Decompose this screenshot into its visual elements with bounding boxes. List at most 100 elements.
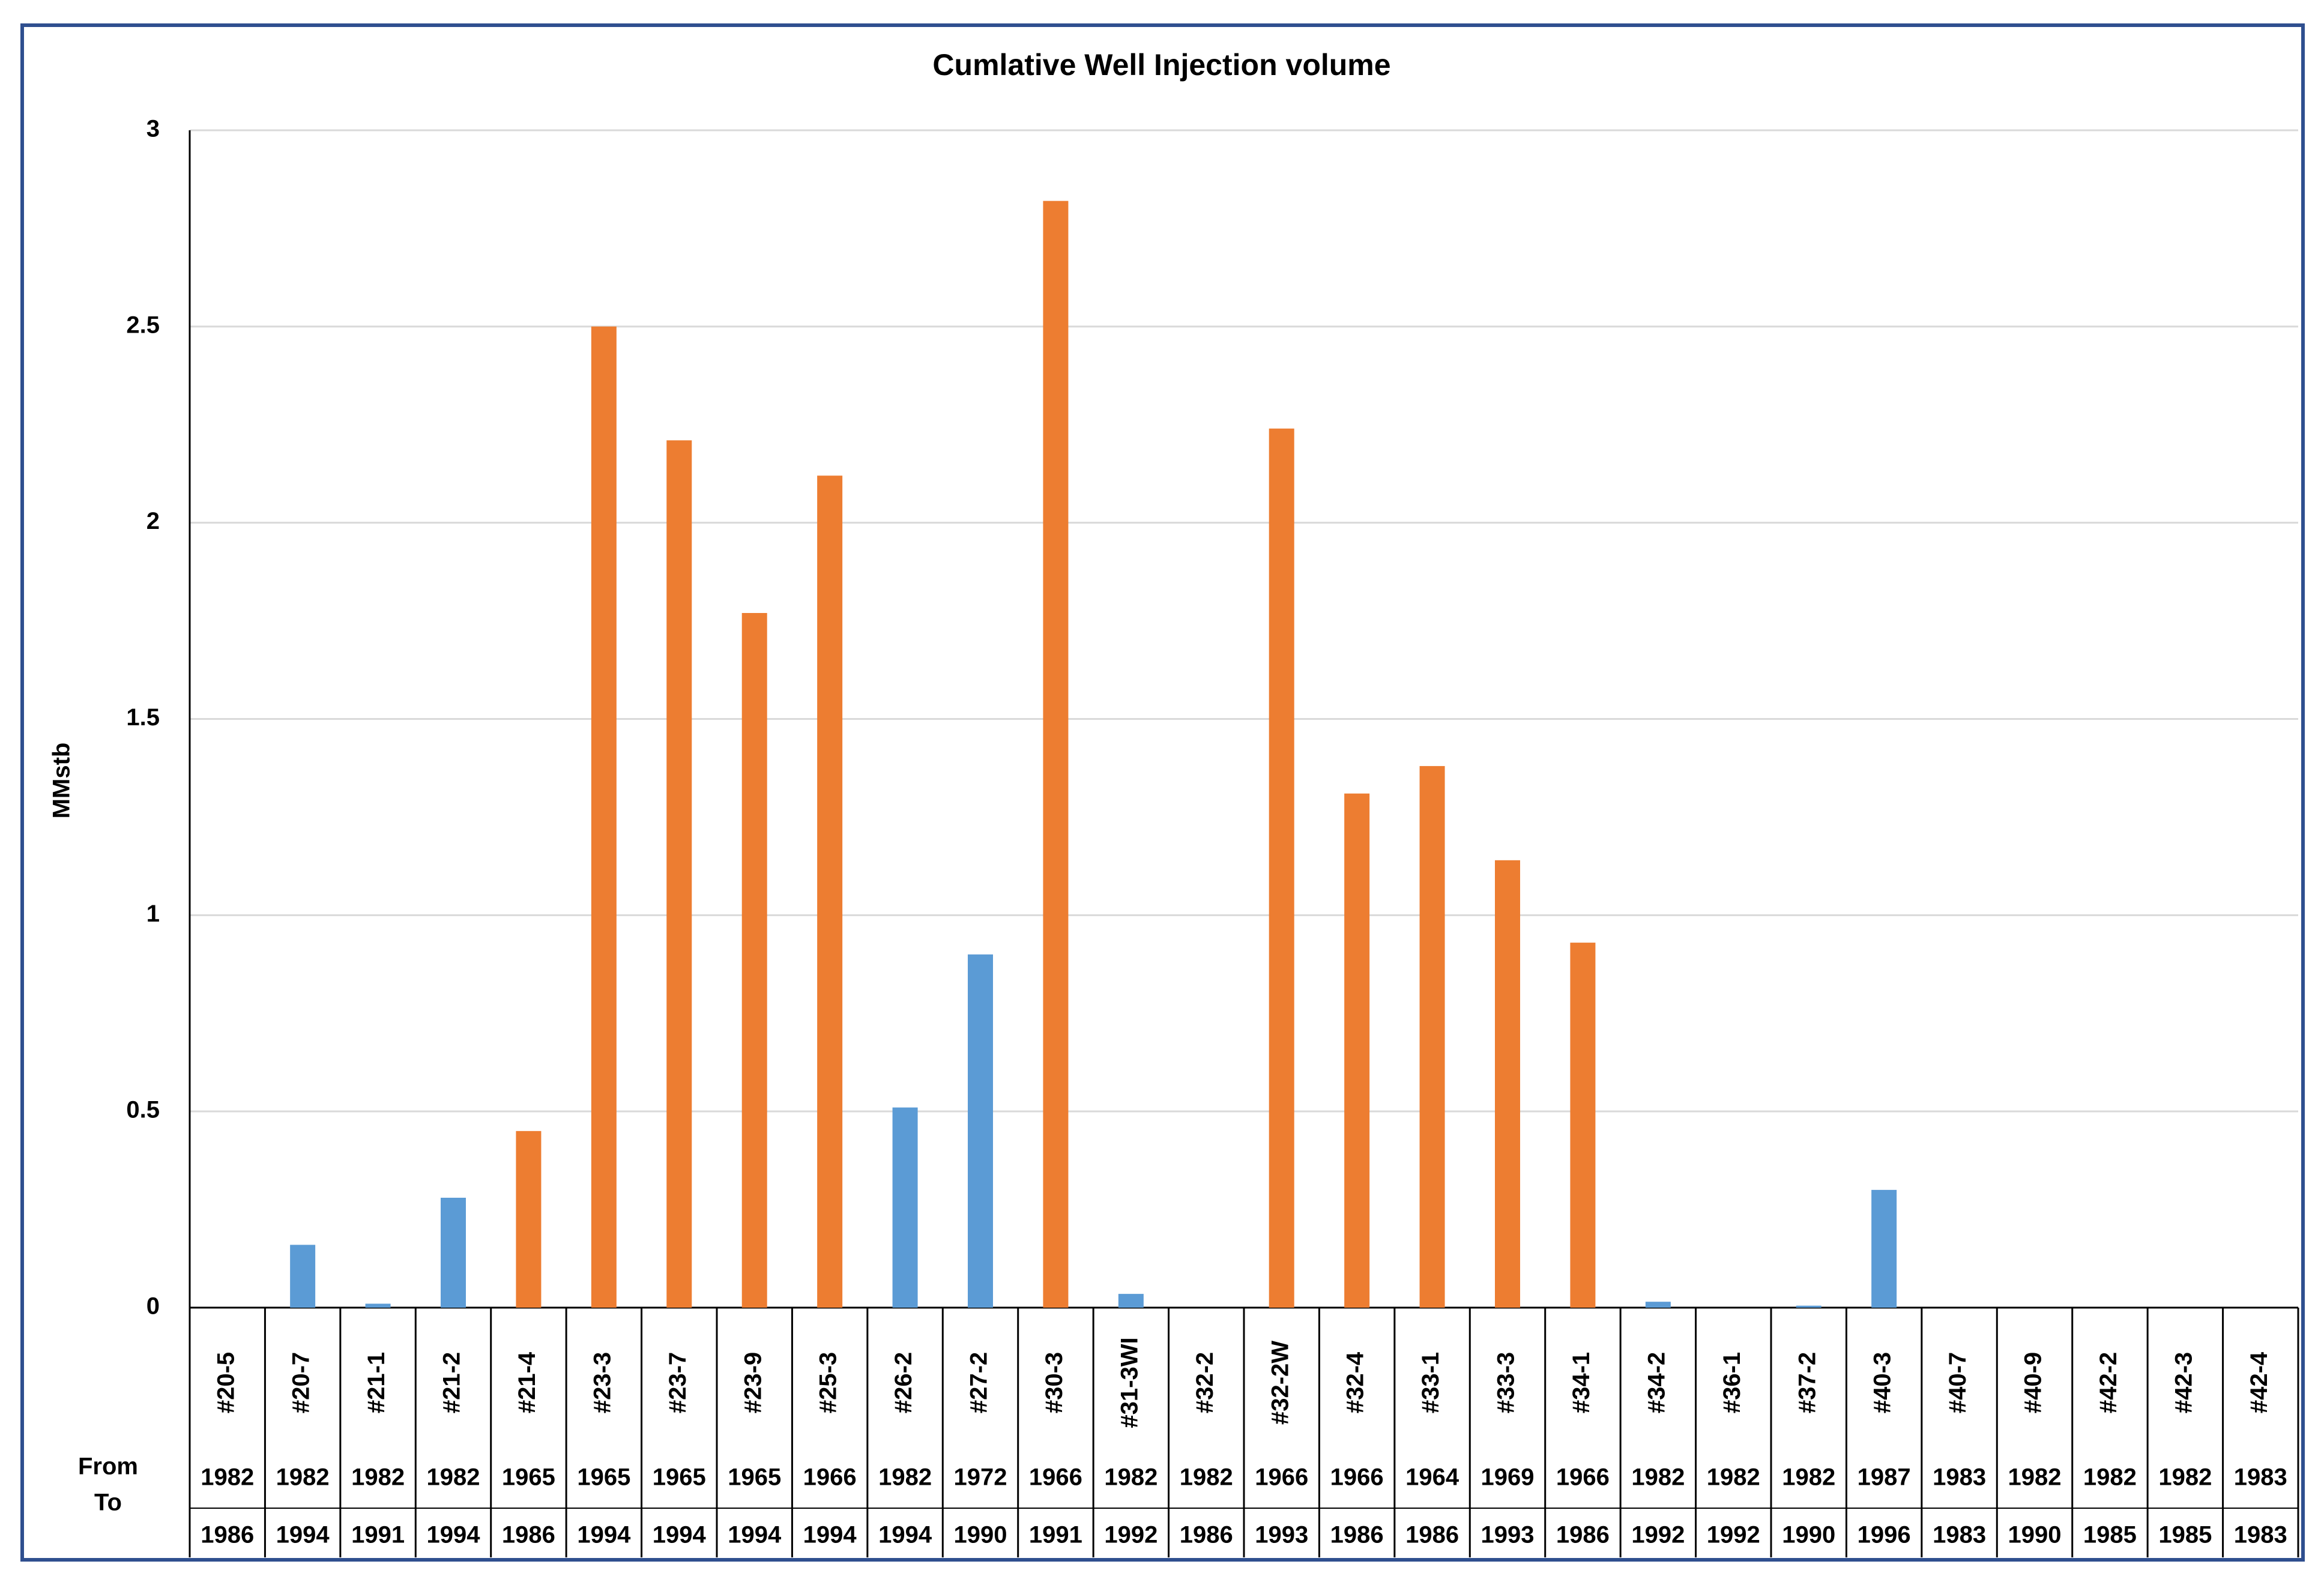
x-tick-label: #42-4 (2246, 1351, 2272, 1413)
from-year: 1966 (1330, 1464, 1384, 1491)
y-tick-label: 3 (146, 116, 160, 142)
to-label: To (94, 1490, 122, 1516)
from-year: 1982 (1180, 1464, 1233, 1491)
bar (1871, 1189, 1897, 1308)
to-year: 1986 (201, 1522, 254, 1548)
x-tick-label: #20-7 (288, 1352, 315, 1413)
bar (741, 613, 767, 1308)
y-tick-label: 2.5 (126, 312, 160, 338)
from-year: 1983 (2234, 1464, 2287, 1491)
to-year: 1993 (1481, 1522, 1535, 1548)
x-tick-label: #23-7 (665, 1352, 691, 1413)
bar (1118, 1294, 1144, 1308)
x-tick-label: #36-1 (1719, 1352, 1745, 1413)
bar (1344, 793, 1370, 1308)
bar (1269, 428, 1294, 1308)
to-year: 1996 (1858, 1522, 1911, 1548)
to-year: 1992 (1104, 1522, 1157, 1548)
y-axis-label: MMstb (49, 743, 75, 819)
x-tick-label: #32-2W (1267, 1341, 1293, 1425)
x-tick-label: #40-3 (1870, 1352, 1896, 1413)
to-year: 1993 (1255, 1522, 1308, 1548)
bar (516, 1131, 542, 1308)
from-year: 1972 (954, 1464, 1007, 1491)
from-year: 1969 (1481, 1464, 1535, 1491)
x-tick-label: #26-2 (890, 1352, 917, 1413)
from-year: 1966 (1556, 1464, 1610, 1491)
to-year: 1994 (276, 1522, 330, 1548)
from-year: 1982 (1631, 1464, 1685, 1491)
from-year: 1965 (577, 1464, 630, 1491)
x-tick-label: #25-3 (815, 1352, 842, 1413)
y-tick-label: 1.5 (126, 704, 160, 731)
x-tick-label: #30-3 (1041, 1352, 1067, 1413)
y-tick-label: 1 (146, 901, 160, 927)
from-year: 1964 (1405, 1464, 1459, 1491)
to-year: 1994 (577, 1522, 631, 1548)
from-year: 1982 (2158, 1464, 2212, 1491)
bar (817, 476, 843, 1308)
from-year: 1982 (1782, 1464, 1835, 1491)
to-year: 1994 (653, 1522, 707, 1548)
from-year: 1982 (2008, 1464, 2062, 1491)
to-year: 1992 (1631, 1522, 1685, 1548)
to-year: 1986 (1556, 1522, 1610, 1548)
from-year: 1966 (803, 1464, 857, 1491)
x-tick-label: #32-4 (1342, 1351, 1369, 1413)
x-tick-label: #34-2 (1643, 1352, 1670, 1413)
from-year: 1983 (1933, 1464, 1986, 1491)
to-year: 1994 (427, 1522, 481, 1548)
from-year: 1966 (1255, 1464, 1308, 1491)
from-year: 1966 (1029, 1464, 1082, 1491)
from-year: 1982 (2083, 1464, 2137, 1491)
x-tick-label: #33-1 (1417, 1352, 1444, 1413)
x-tick-label: #37-2 (1794, 1352, 1820, 1413)
from-year: 1982 (276, 1464, 330, 1491)
bar (591, 326, 617, 1308)
to-year: 1985 (2158, 1522, 2212, 1548)
bar (441, 1197, 466, 1308)
bar (1570, 943, 1596, 1308)
from-year: 1982 (351, 1464, 405, 1491)
x-tick-label: #20-5 (213, 1352, 239, 1413)
x-tick-label: #40-9 (2020, 1352, 2047, 1413)
to-year: 1986 (1405, 1522, 1459, 1548)
y-tick-label: 2 (146, 508, 160, 534)
from-year: 1982 (878, 1464, 932, 1491)
bar (290, 1245, 316, 1308)
y-tick-label: 0.5 (126, 1097, 160, 1123)
chart-title: Cumlative Well Injection volume (932, 48, 1390, 82)
to-year: 1994 (803, 1522, 857, 1548)
from-year: 1982 (1707, 1464, 1760, 1491)
x-tick-label: #33-3 (1493, 1352, 1520, 1413)
to-year: 1986 (1180, 1522, 1233, 1548)
bar (1043, 201, 1069, 1308)
x-tick-label: #32-2 (1192, 1352, 1218, 1413)
to-year: 1986 (502, 1522, 555, 1548)
chart-border (20, 23, 2305, 1562)
to-year: 1985 (2083, 1522, 2137, 1548)
to-year: 1992 (1707, 1522, 1760, 1548)
to-year: 1990 (954, 1522, 1007, 1548)
from-label: From (78, 1454, 138, 1480)
x-tick-label: #27-2 (966, 1352, 992, 1413)
to-year: 1986 (1330, 1522, 1384, 1548)
from-year: 1982 (201, 1464, 254, 1491)
to-year: 1991 (351, 1522, 405, 1548)
y-tick-label: 0 (146, 1293, 160, 1320)
from-year: 1987 (1858, 1464, 1911, 1491)
bar (1645, 1302, 1671, 1308)
x-tick-label: #21-2 (439, 1352, 465, 1413)
x-tick-label: #34-1 (1568, 1352, 1595, 1413)
from-year: 1965 (502, 1464, 555, 1491)
x-tick-label: #23-9 (740, 1352, 766, 1413)
x-tick-label: #21-4 (514, 1351, 540, 1413)
bar (892, 1107, 918, 1308)
to-year: 1990 (2008, 1522, 2062, 1548)
to-year: 1991 (1029, 1522, 1082, 1548)
from-year: 1982 (427, 1464, 480, 1491)
from-year: 1965 (728, 1464, 781, 1491)
x-tick-label: #42-2 (2095, 1352, 2122, 1413)
bar (1419, 765, 1445, 1308)
